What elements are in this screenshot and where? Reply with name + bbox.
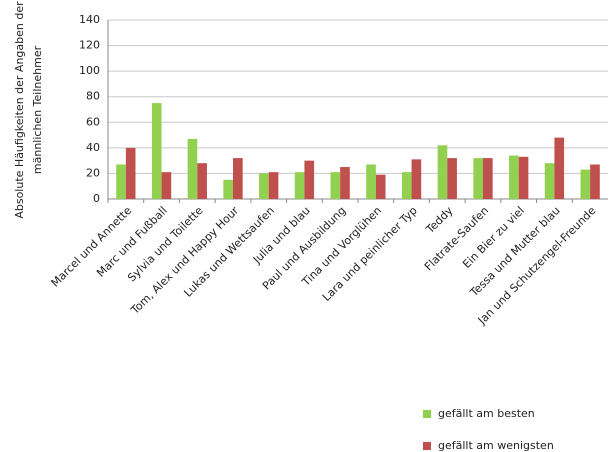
y-tick-label: 60 xyxy=(86,115,100,128)
bar xyxy=(340,167,350,199)
bar xyxy=(447,158,457,199)
x-tick-label: Ein Bier zu viel xyxy=(460,204,527,271)
y-tick-label: 100 xyxy=(79,64,100,77)
bar xyxy=(330,172,341,199)
bar xyxy=(590,164,600,199)
bar xyxy=(294,172,305,199)
bar xyxy=(544,163,555,199)
y-tick-label: 20 xyxy=(86,166,100,179)
x-tick-label: Flatrate-Saufen xyxy=(422,204,491,273)
bar xyxy=(580,169,591,199)
legend-label: gefällt am besten xyxy=(438,407,535,420)
bar xyxy=(473,158,483,199)
legend-swatch xyxy=(423,410,431,418)
bar xyxy=(187,138,198,199)
bar xyxy=(151,103,162,199)
bar xyxy=(268,172,279,199)
y-tick-label: 40 xyxy=(86,141,100,154)
y-axis-label: Absolute Häufigkeiten der Angaben der xyxy=(13,1,26,219)
bar xyxy=(116,164,126,199)
y-tick-label: 140 xyxy=(79,13,100,26)
bar xyxy=(483,158,493,199)
bar xyxy=(233,158,243,199)
bar xyxy=(259,173,269,199)
legend-swatch xyxy=(423,442,431,450)
y-tick-label: 0 xyxy=(93,192,100,205)
y-tick-label: 80 xyxy=(86,90,100,103)
bar xyxy=(197,163,207,199)
bar xyxy=(509,155,519,199)
y-axis-label: männlichen Teilnehmer xyxy=(31,45,44,174)
bar xyxy=(437,145,448,199)
bar xyxy=(401,172,412,199)
bar xyxy=(411,159,422,199)
bar xyxy=(304,160,315,199)
bar xyxy=(223,179,233,199)
bar xyxy=(554,137,565,199)
bar xyxy=(375,174,386,199)
bar xyxy=(366,164,376,199)
bar xyxy=(161,172,172,199)
bar xyxy=(125,147,136,199)
legend-label: gefällt am wenigsten xyxy=(438,439,554,452)
y-tick-label: 120 xyxy=(79,39,100,52)
bar xyxy=(518,156,529,199)
x-tick-label: Teddy xyxy=(423,204,456,237)
